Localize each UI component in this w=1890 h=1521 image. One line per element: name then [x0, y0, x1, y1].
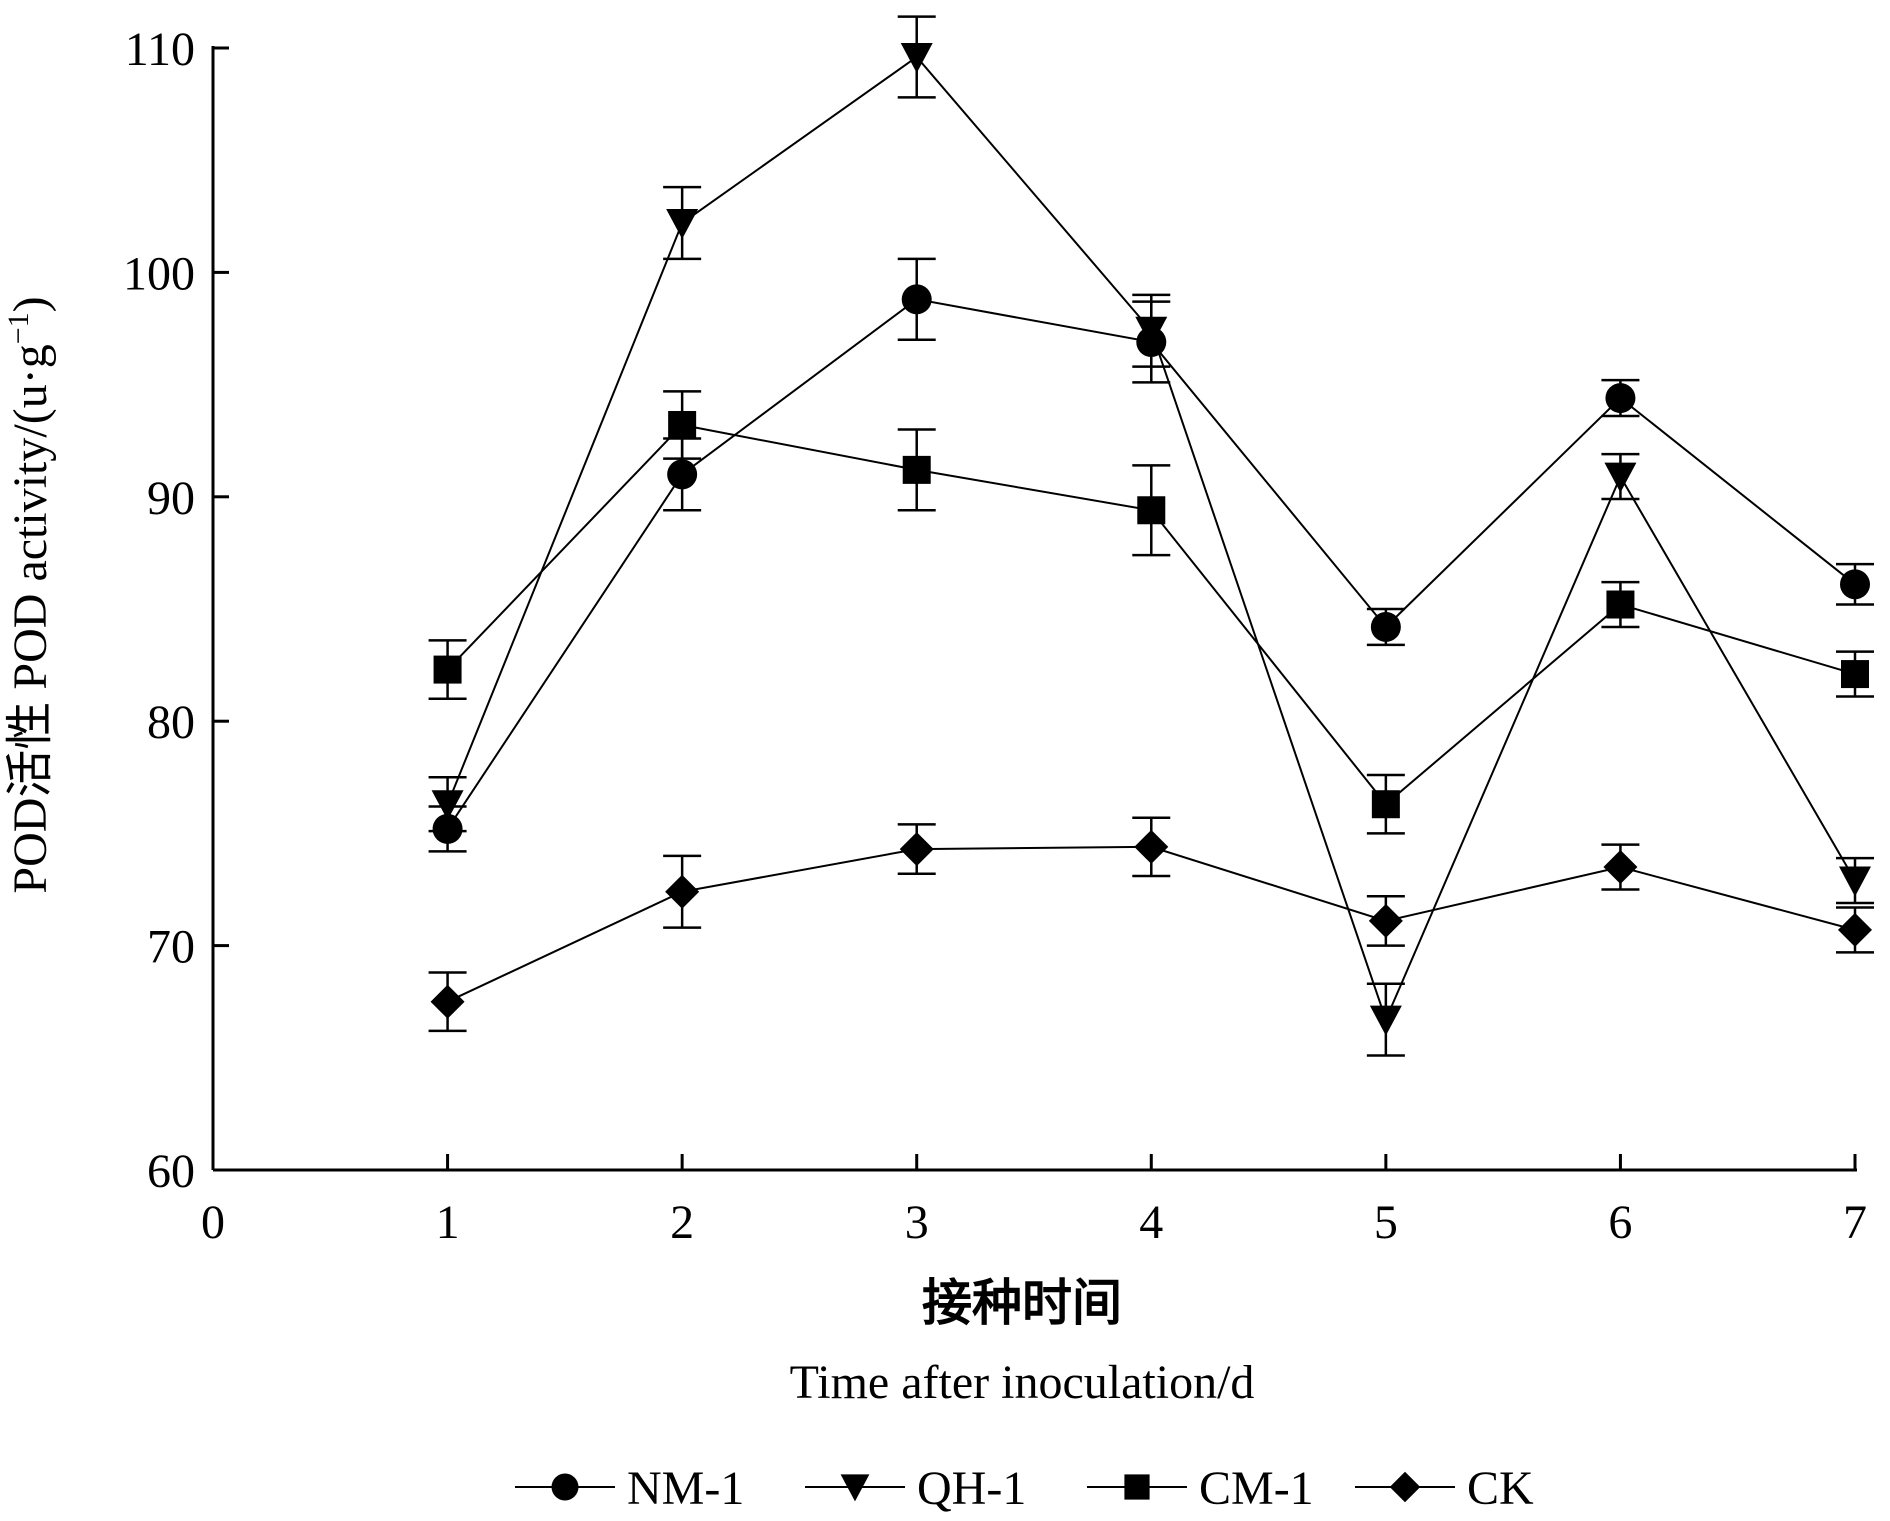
diamond-marker [899, 832, 934, 867]
triangle-marker [900, 42, 933, 73]
triangle-marker [1839, 866, 1871, 897]
x-tick-label: 6 [1608, 1196, 1632, 1249]
legend-item-cm-1: CM-1 [1087, 1462, 1314, 1515]
square-marker [1124, 1474, 1150, 1500]
axis-labels: 接种时间 Time after inoculation/d POD活性 POD … [2, 296, 1254, 1409]
square-marker [433, 655, 462, 684]
circle-marker [1605, 383, 1636, 414]
x-axis-label-cn: 接种时间 [922, 1275, 1122, 1331]
triangle-marker [1604, 462, 1637, 493]
legend-label: CM-1 [1199, 1462, 1314, 1515]
diamond-marker [430, 984, 465, 1019]
x-tick-label: 4 [1139, 1196, 1163, 1249]
square-marker [1371, 790, 1400, 819]
legend-item-ck: CK [1355, 1462, 1534, 1515]
circle-marker [1370, 611, 1401, 642]
axes: 0 1 2 3 4 5 6 7 60 70 80 90 100 110 [123, 23, 1867, 1249]
triangle-marker [666, 209, 699, 240]
series-qh-1 [428, 15, 1874, 1057]
x-tick-label: 5 [1374, 1196, 1398, 1249]
y-axis-label-cn: POD活性 [4, 702, 57, 894]
x-tick-label: 7 [1843, 1196, 1867, 1249]
diamond-marker [665, 874, 700, 909]
y-tick-label: 60 [147, 1145, 195, 1198]
y-axis-label: POD活性 POD activity/(u·g−1) [2, 296, 57, 893]
x-tick-label: 3 [905, 1196, 929, 1249]
series-layer [428, 15, 1874, 1057]
square-marker [1606, 590, 1635, 619]
square-marker [902, 455, 931, 484]
y-tick-label: 70 [147, 921, 195, 974]
legend-label: QH-1 [917, 1462, 1026, 1515]
y-axis-label-sup: −1 [2, 312, 35, 344]
x-axis-label-en: Time after inoculation/d [790, 1356, 1255, 1409]
y-tick-label: 90 [147, 472, 195, 525]
series-ck [428, 816, 1874, 1033]
legend-label: CK [1467, 1462, 1534, 1515]
triangle-marker [1369, 1005, 1402, 1036]
legend-label: NM-1 [627, 1462, 744, 1515]
legend-item-nm-1: NM-1 [515, 1462, 744, 1515]
square-marker [668, 410, 697, 439]
y-axis-label-en: POD activity/(u·g [4, 344, 57, 689]
legend: NM-1 QH-1 CM-1 CK [515, 1462, 1534, 1515]
circle-marker [667, 459, 698, 490]
diamond-marker [1134, 829, 1169, 864]
triangle-marker [1135, 316, 1168, 347]
y-axis-label-close: ) [4, 296, 57, 312]
triangle-marker [840, 1474, 870, 1502]
y-tick-label: 80 [147, 696, 195, 749]
y-tick-label: 110 [125, 23, 195, 76]
triangle-marker [431, 790, 464, 821]
diamond-marker [1368, 903, 1403, 938]
diamond-marker [1389, 1471, 1421, 1503]
diamond-marker [1603, 850, 1638, 885]
x-tick-label: 2 [670, 1196, 694, 1249]
square-marker [1137, 496, 1166, 525]
circle-marker [1840, 569, 1870, 600]
square-marker [1841, 660, 1869, 689]
circle-marker [901, 284, 932, 315]
x-tick-label: 0 [201, 1196, 225, 1249]
circle-marker [551, 1473, 579, 1501]
legend-item-qh-1: QH-1 [805, 1462, 1026, 1515]
y-tick-label: 100 [123, 247, 195, 300]
diamond-marker [1838, 912, 1872, 947]
series-cm-1 [428, 390, 1874, 835]
x-tick-label: 1 [436, 1196, 460, 1249]
